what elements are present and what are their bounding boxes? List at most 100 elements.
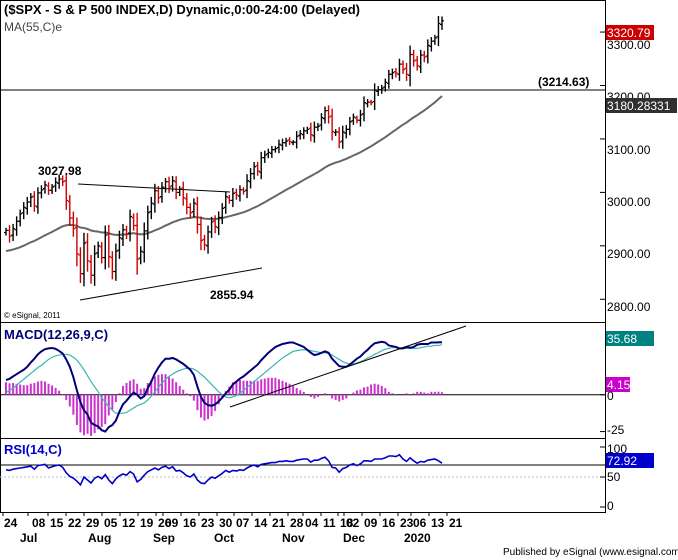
price-bar	[220, 203, 225, 225]
high-annotation: 3027.98	[38, 164, 82, 178]
price-bars	[4, 16, 444, 287]
rsi-value: 72.92	[607, 454, 637, 468]
month-label: 2020	[404, 531, 431, 545]
x-tick-label: 06	[413, 516, 427, 530]
price-bar	[149, 196, 154, 220]
price-bar	[181, 181, 186, 206]
moving-average	[5, 95, 443, 252]
price-bar	[60, 175, 65, 187]
ma-value-badge	[606, 98, 677, 113]
x-tick-label: 09	[364, 516, 378, 530]
price-bar	[96, 241, 101, 259]
price-bar	[213, 215, 218, 234]
price-bar	[188, 203, 193, 218]
price-bar	[81, 232, 86, 287]
chart-title: ($SPX - S & P 500 INDEX,D) Dynamic,0:00-…	[4, 2, 360, 17]
x-tick-label: 04	[305, 516, 319, 530]
price-bar	[145, 205, 150, 240]
price-bar	[202, 234, 207, 251]
price-bar	[71, 211, 76, 237]
price-bar	[106, 224, 111, 268]
price-bar	[440, 16, 444, 30]
low-annotation: 2855.94	[210, 288, 254, 302]
price-bar	[230, 187, 235, 208]
price-bar	[245, 174, 250, 199]
price-bar	[191, 198, 196, 218]
x-tick-label: 21	[449, 516, 463, 530]
x-tick-label: 21	[272, 516, 286, 530]
price-bar	[404, 62, 409, 81]
rsi-label: RSI(14,C)	[4, 442, 62, 457]
price-bar	[234, 188, 239, 200]
x-tick-label: 22	[68, 516, 82, 530]
rsi-value-badge	[606, 453, 654, 468]
x-tick-label: 30	[219, 516, 233, 530]
macd-tick-label: 0	[607, 389, 614, 403]
rsi-tick-label: 100	[607, 442, 627, 456]
last-price-badge	[606, 25, 654, 40]
price-bar	[103, 225, 108, 270]
price-bar	[432, 34, 437, 45]
x-tick-label: 19	[140, 516, 154, 530]
x-tick-label: 24	[4, 516, 18, 530]
price-bar	[315, 122, 320, 132]
price-bar	[319, 113, 324, 131]
price-bar	[21, 202, 26, 220]
price-bar	[383, 78, 388, 92]
lower-trendline	[79, 267, 263, 301]
x-tick-label: 12	[122, 516, 136, 530]
price-tick-labels: 3300.00 3200.00 3100.00 3000.00 2900.00 …	[607, 38, 651, 314]
price-bar	[223, 191, 228, 214]
price-bar	[42, 180, 47, 194]
month-label: Oct	[214, 531, 234, 545]
x-tick-label: 13	[431, 516, 445, 530]
price-bar	[266, 148, 271, 159]
price-tick-label: 3100.00	[607, 143, 651, 157]
price-axis-ticks	[600, 31, 606, 300]
price-bar	[241, 187, 246, 195]
price-bar	[50, 184, 55, 194]
last-price-value: 3320.79	[607, 26, 651, 40]
price-bar	[18, 209, 23, 227]
price-bar	[32, 191, 37, 212]
x-tick-label: 05	[104, 516, 118, 530]
x-tick-label: 18	[340, 516, 354, 530]
ma-line	[5, 95, 443, 252]
macd-tick-label: -25	[607, 423, 625, 437]
x-tick-label: 11	[323, 516, 336, 530]
rsi-panel-frame	[0, 438, 606, 513]
price-panel-frame	[0, 0, 606, 323]
macd-value-badge	[606, 331, 654, 346]
price-bar	[92, 245, 97, 286]
price-bar	[305, 126, 310, 135]
price-bar	[326, 105, 331, 124]
price-bar	[358, 109, 363, 127]
x-tick-label: 07	[236, 516, 250, 530]
price-bar	[262, 150, 267, 163]
level-annotation: (3214.63)	[538, 75, 589, 89]
x-tick-label: 28	[290, 516, 304, 530]
price-bar	[209, 216, 214, 238]
price-bar	[117, 230, 122, 259]
price-bar	[330, 108, 335, 141]
price-bar	[436, 16, 441, 46]
price-bar	[422, 50, 427, 63]
x-tick-label: 14	[254, 516, 268, 530]
price-bar	[7, 225, 12, 243]
price-bar	[308, 122, 313, 142]
rsi-tick-label: 0	[607, 499, 614, 513]
price-bar	[64, 172, 69, 210]
price-bar	[85, 233, 90, 272]
x-tick-label: 08	[32, 516, 46, 530]
ma-label: MA(55,C)e	[4, 20, 62, 34]
price-bar	[276, 139, 281, 154]
macd-line	[5, 340, 443, 433]
x-tick-label: 29	[86, 516, 100, 530]
price-bar	[74, 217, 79, 267]
price-bar	[124, 225, 129, 240]
price-bar	[252, 161, 257, 180]
month-label: Nov	[282, 531, 305, 545]
price-bar	[294, 131, 299, 149]
x-tick-label: 15	[50, 516, 64, 530]
